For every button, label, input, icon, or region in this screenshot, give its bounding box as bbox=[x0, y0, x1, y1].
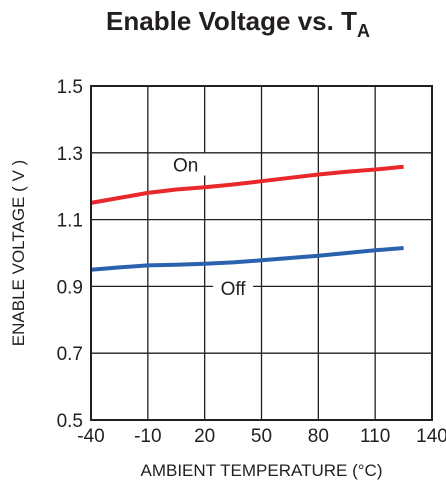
y-tick-label: 1.1 bbox=[57, 211, 83, 232]
y-tick-label: 0.5 bbox=[57, 411, 83, 432]
y-tick-label: 0.7 bbox=[57, 344, 83, 365]
x-tick-label: 80 bbox=[308, 426, 329, 447]
x-tick-label: -10 bbox=[134, 426, 161, 447]
x-tick-label: -40 bbox=[77, 426, 104, 447]
y-tick-label: 1.3 bbox=[57, 144, 83, 165]
y-tick-labels: 0.5 0.7 0.9 1.1 1.3 1.5 bbox=[57, 77, 83, 432]
series-label-on: On bbox=[173, 156, 198, 177]
grid bbox=[90, 85, 433, 421]
series-label-background bbox=[165, 153, 206, 176]
series-label-off: Off bbox=[221, 279, 247, 300]
x-axis-label: AMBIENT TEMPERATURE (°C) bbox=[141, 461, 383, 480]
chart-title: Enable Voltage vs. TA bbox=[106, 6, 370, 41]
y-axis-label: ENABLE VOLTAGE ( V ) bbox=[9, 160, 28, 346]
x-tick-label: 110 bbox=[360, 426, 390, 447]
x-tick-labels: -40 -10 20 50 80 110 140 bbox=[77, 426, 446, 447]
series-line-off bbox=[90, 246, 404, 272]
y-tick-label: 1.5 bbox=[57, 77, 83, 98]
chart-title-text: Enable Voltage vs. T bbox=[106, 6, 357, 36]
series-label-background bbox=[213, 277, 254, 300]
x-tick-label: 140 bbox=[416, 426, 446, 447]
chart-title-subscript: A bbox=[357, 21, 370, 41]
series-group: On Off bbox=[90, 153, 404, 300]
y-tick-label: 0.9 bbox=[57, 277, 83, 298]
x-tick-label: 50 bbox=[251, 426, 272, 447]
plot-frame bbox=[90, 85, 433, 421]
series-line-on bbox=[90, 164, 404, 205]
x-tick-label: 20 bbox=[194, 426, 215, 447]
